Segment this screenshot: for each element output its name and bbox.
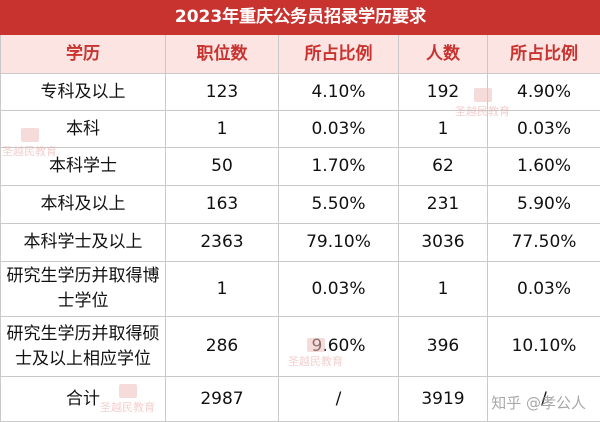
cell-education: 本科学士及以上 xyxy=(1,224,166,262)
table-row: 研究生学历并取得博士学位 1 0.03% 1 0.03% xyxy=(1,262,600,317)
cell-people-ratio: 1.60% xyxy=(488,148,600,186)
cell-people-count: 3036 xyxy=(399,224,488,262)
cell-education: 研究生学历并取得博士学位 xyxy=(1,262,166,317)
table-row: 本科学士 50 1.70% 62 1.60% xyxy=(1,148,600,186)
table-row: 本科 1 0.03% 1 0.03% xyxy=(1,111,600,148)
table-row: 本科学士及以上 2363 79.10% 3036 77.50% xyxy=(1,224,600,262)
cell-people-ratio: 0.03% xyxy=(488,262,600,317)
cell-education: 合计 xyxy=(1,377,166,422)
cell-position-ratio: 4.10% xyxy=(279,74,399,111)
cell-position-count: 1 xyxy=(166,262,279,317)
cell-people-count: 62 xyxy=(399,148,488,186)
cell-people-ratio: 77.50% xyxy=(488,224,600,262)
cell-position-count: 2363 xyxy=(166,224,279,262)
cell-people-count: 1 xyxy=(399,262,488,317)
cell-people-count: 231 xyxy=(399,186,488,224)
cell-people-count: 192 xyxy=(399,74,488,111)
cell-position-count: 1 xyxy=(166,111,279,148)
title-row: 2023年重庆公务员招录学历要求 xyxy=(1,1,600,35)
header-position-ratio: 所占比例 xyxy=(279,35,399,74)
cell-position-count: 286 xyxy=(166,317,279,377)
cell-education: 本科 xyxy=(1,111,166,148)
table-row: 专科及以上 123 4.10% 192 4.90% xyxy=(1,74,600,111)
cell-position-ratio: 0.03% xyxy=(279,262,399,317)
header-position-count: 职位数 xyxy=(166,35,279,74)
total-row: 合计 2987 / 3919 / xyxy=(1,377,600,422)
cell-position-ratio: 79.10% xyxy=(279,224,399,262)
table-row: 研究生学历并取得硕士及以上相应学位 286 9.60% 396 10.10% xyxy=(1,317,600,377)
header-education: 学历 xyxy=(1,35,166,74)
cell-position-ratio: 0.03% xyxy=(279,111,399,148)
cell-people-ratio: 10.10% xyxy=(488,317,600,377)
cell-education: 专科及以上 xyxy=(1,74,166,111)
header-people-ratio: 所占比例 xyxy=(488,35,600,74)
header-row: 学历 职位数 所占比例 人数 所占比例 xyxy=(1,35,600,74)
cell-position-count: 163 xyxy=(166,186,279,224)
cell-people-ratio: / xyxy=(488,377,600,422)
cell-people-count: 396 xyxy=(399,317,488,377)
cell-education: 本科及以上 xyxy=(1,186,166,224)
header-people-count: 人数 xyxy=(399,35,488,74)
table-title: 2023年重庆公务员招录学历要求 xyxy=(1,1,600,35)
cell-education: 研究生学历并取得硕士及以上相应学位 xyxy=(1,317,166,377)
cell-position-count: 50 xyxy=(166,148,279,186)
cell-people-count: 1 xyxy=(399,111,488,148)
cell-position-ratio: 1.70% xyxy=(279,148,399,186)
cell-people-ratio: 0.03% xyxy=(488,111,600,148)
cell-people-count: 3919 xyxy=(399,377,488,422)
cell-people-ratio: 5.90% xyxy=(488,186,600,224)
cell-education: 本科学士 xyxy=(1,148,166,186)
cell-position-ratio: 9.60% xyxy=(279,317,399,377)
cell-position-count: 2987 xyxy=(166,377,279,422)
cell-position-ratio: / xyxy=(279,377,399,422)
cell-position-count: 123 xyxy=(166,74,279,111)
cell-people-ratio: 4.90% xyxy=(488,74,600,111)
table-row: 本科及以上 163 5.50% 231 5.90% xyxy=(1,186,600,224)
cell-position-ratio: 5.50% xyxy=(279,186,399,224)
